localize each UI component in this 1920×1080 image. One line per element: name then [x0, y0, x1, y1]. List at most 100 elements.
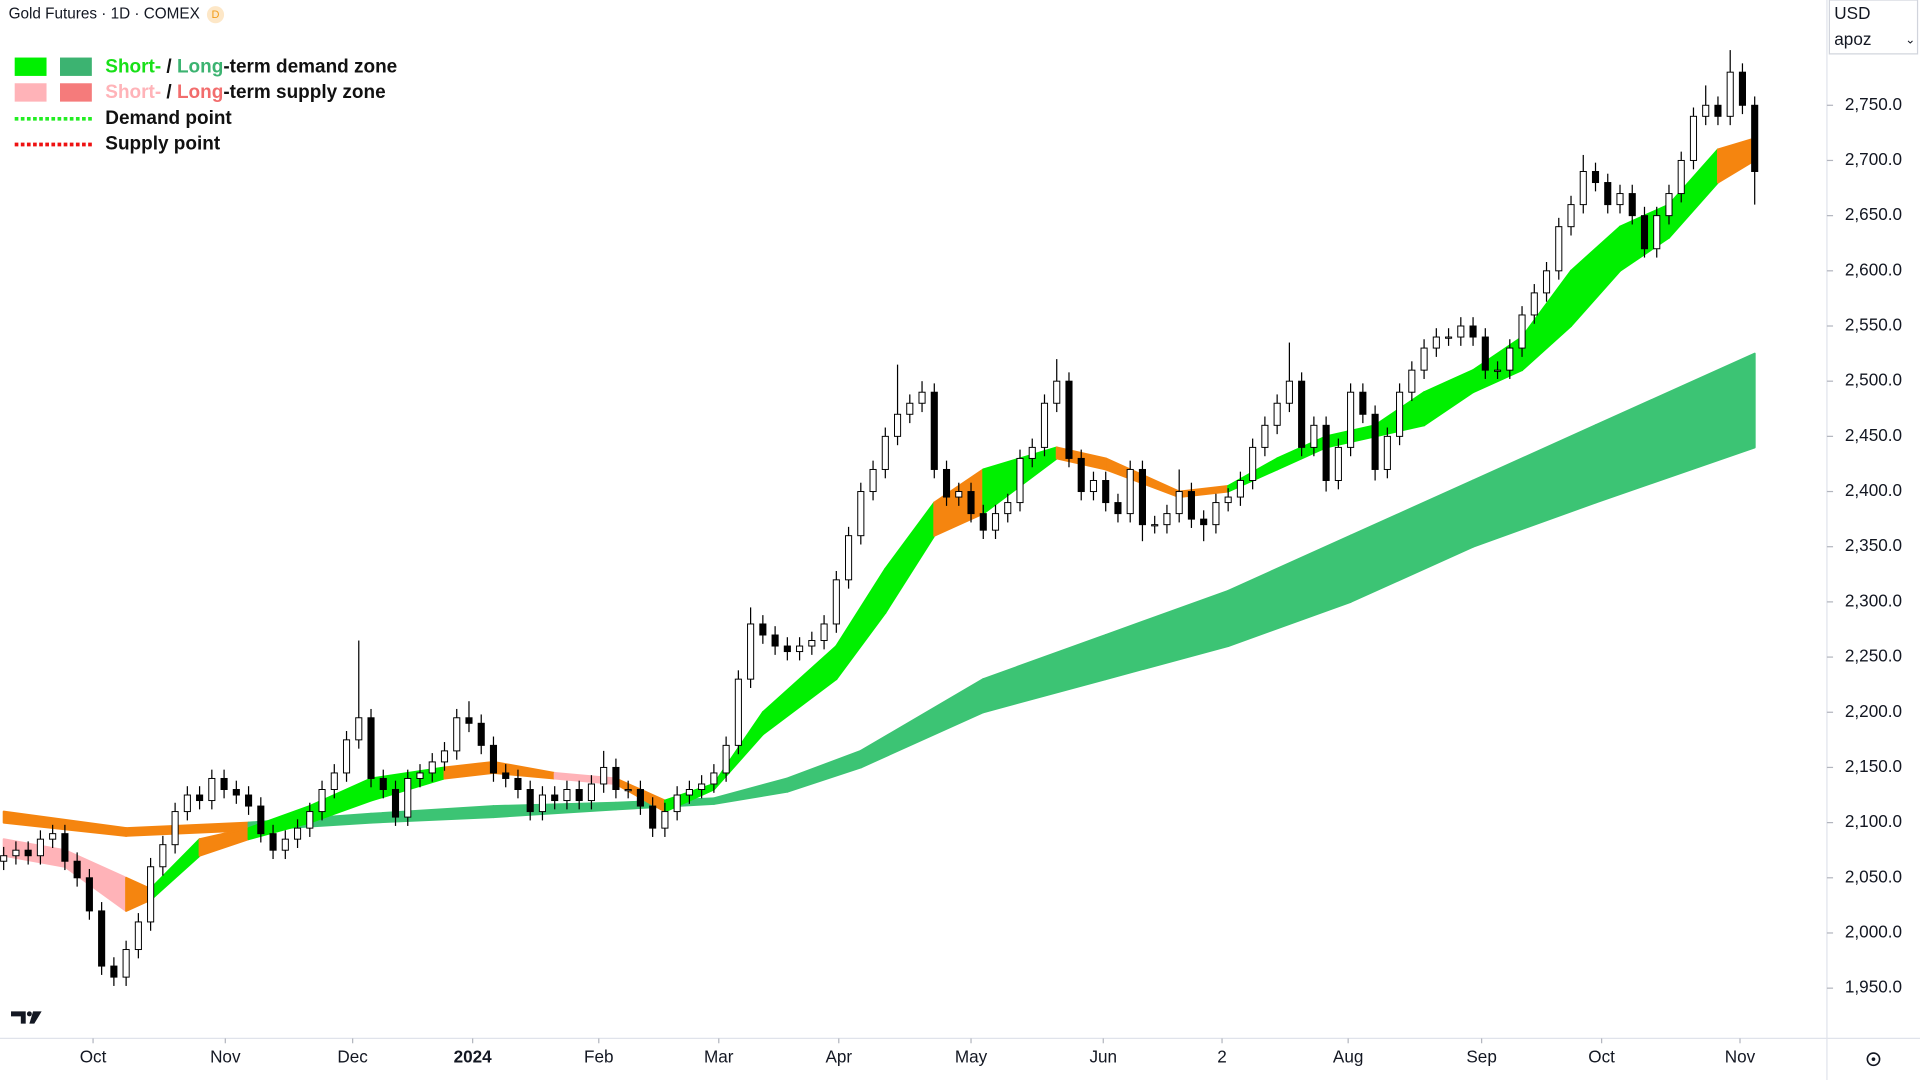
legend-text-part: Demand point: [105, 108, 232, 129]
y-tick-label: 2,700.0: [1845, 149, 1902, 169]
y-tick-label: 2,100.0: [1845, 811, 1902, 831]
candle-body: [771, 634, 779, 647]
y-tick-label: 2,450.0: [1845, 425, 1902, 445]
candle-body: [1212, 502, 1220, 526]
candle-body: [808, 640, 816, 647]
legend-swatch: [60, 83, 92, 102]
candle-body: [538, 794, 546, 813]
x-tick-label: Nov: [1725, 1046, 1756, 1066]
candle-body: [1579, 171, 1587, 206]
x-tick-label: May: [955, 1046, 988, 1066]
candle-body: [1371, 413, 1379, 470]
candle-body: [600, 766, 608, 785]
candle-body: [1420, 347, 1428, 371]
candle-body: [1751, 104, 1759, 172]
candle-body: [281, 838, 289, 851]
x-tick-label: Oct: [80, 1046, 107, 1066]
candle-body: [502, 772, 510, 779]
y-tick-label: 2,000.0: [1845, 922, 1902, 942]
candle-body: [330, 772, 338, 790]
legend-label: Supply point: [105, 134, 221, 155]
candle-body: [1151, 524, 1159, 527]
candle-body: [1089, 480, 1098, 493]
candle-body: [759, 623, 767, 636]
candle-body: [208, 777, 216, 802]
candle-body: [1469, 325, 1477, 338]
zone-band: [1594, 352, 1756, 504]
candle-body: [832, 579, 840, 625]
candle-body: [1273, 402, 1281, 426]
candle-body: [1640, 215, 1649, 250]
candle-body: [1249, 446, 1257, 481]
candle-body: [1114, 502, 1122, 515]
candle-body: [85, 877, 93, 912]
settings-icon[interactable]: [1866, 1052, 1881, 1067]
candle-body: [649, 805, 657, 829]
candle-body: [1518, 314, 1526, 349]
scale-menu[interactable]: apoz: [1834, 29, 1871, 49]
candle-body: [1004, 502, 1012, 515]
candle-body: [563, 789, 571, 802]
candle-body: [796, 645, 804, 653]
candle-body: [1298, 380, 1306, 448]
candle-body: [379, 777, 387, 790]
y-tick-label: 2,150.0: [1845, 756, 1902, 776]
candle-body: [1445, 336, 1453, 339]
candle-body: [147, 866, 155, 923]
candle-body: [1028, 446, 1036, 459]
candle-body: [710, 772, 718, 785]
candle-body: [955, 491, 963, 498]
candle-body: [1506, 347, 1514, 371]
currency[interactable]: USD: [1834, 3, 1870, 23]
candle-body: [612, 766, 620, 790]
x-tick-label: Aug: [1333, 1046, 1363, 1066]
candle-body: [1689, 115, 1698, 161]
candle-body: [526, 789, 534, 813]
candle-body: [1187, 491, 1195, 520]
y-tick-label: 2,250.0: [1845, 646, 1902, 666]
candle-body: [1016, 457, 1024, 504]
chart-title: Gold Futures · 1D · COMEX: [9, 6, 200, 23]
candle-body: [1261, 424, 1269, 448]
candle-body: [1175, 491, 1183, 515]
candle-body: [342, 739, 351, 774]
currency-box[interactable]: [1828, 0, 1919, 55]
candle-body: [930, 391, 938, 470]
candle-body: [1653, 215, 1661, 250]
candle-body: [1138, 468, 1147, 526]
x-tick-label: Oct: [1588, 1046, 1615, 1066]
candle-body: [1714, 104, 1722, 117]
legend-swatch: [14, 57, 47, 76]
candle-body: [1702, 104, 1710, 117]
candle-body: [1126, 468, 1134, 515]
candle-body: [918, 391, 926, 404]
candle-body: [1604, 182, 1612, 206]
candle-body: [1285, 380, 1293, 404]
legend-label: Short- / Long-term supply zone: [105, 82, 385, 103]
legend-swatch: [14, 83, 47, 102]
legend-text-part: /: [161, 56, 177, 77]
candle-body: [220, 777, 228, 790]
candle-body: [318, 789, 326, 813]
candle-body: [465, 717, 473, 724]
candle-body: [587, 783, 595, 802]
candle-body: [183, 794, 191, 813]
candle-body: [551, 794, 559, 802]
candle-body: [1224, 496, 1232, 504]
candle-body: [991, 513, 1000, 531]
dropdown-arrow[interactable]: ⌄: [1905, 33, 1915, 47]
candle-body: [1065, 380, 1073, 459]
candle-body: [73, 860, 81, 879]
candle-body: [1359, 391, 1367, 415]
candle-body: [1457, 325, 1465, 338]
candle-body: [783, 645, 791, 653]
candle-body: [1481, 336, 1489, 371]
y-tick-label: 2,600.0: [1845, 259, 1902, 279]
candle-body: [489, 744, 498, 774]
candle-body: [1628, 193, 1636, 217]
candle-body: [453, 717, 461, 752]
candle-body: [1200, 518, 1208, 526]
candle-body: [685, 789, 693, 796]
candle-body: [1408, 369, 1416, 393]
